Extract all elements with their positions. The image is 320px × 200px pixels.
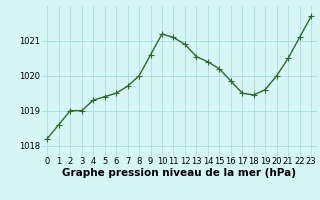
X-axis label: Graphe pression niveau de la mer (hPa): Graphe pression niveau de la mer (hPa) <box>62 168 296 178</box>
